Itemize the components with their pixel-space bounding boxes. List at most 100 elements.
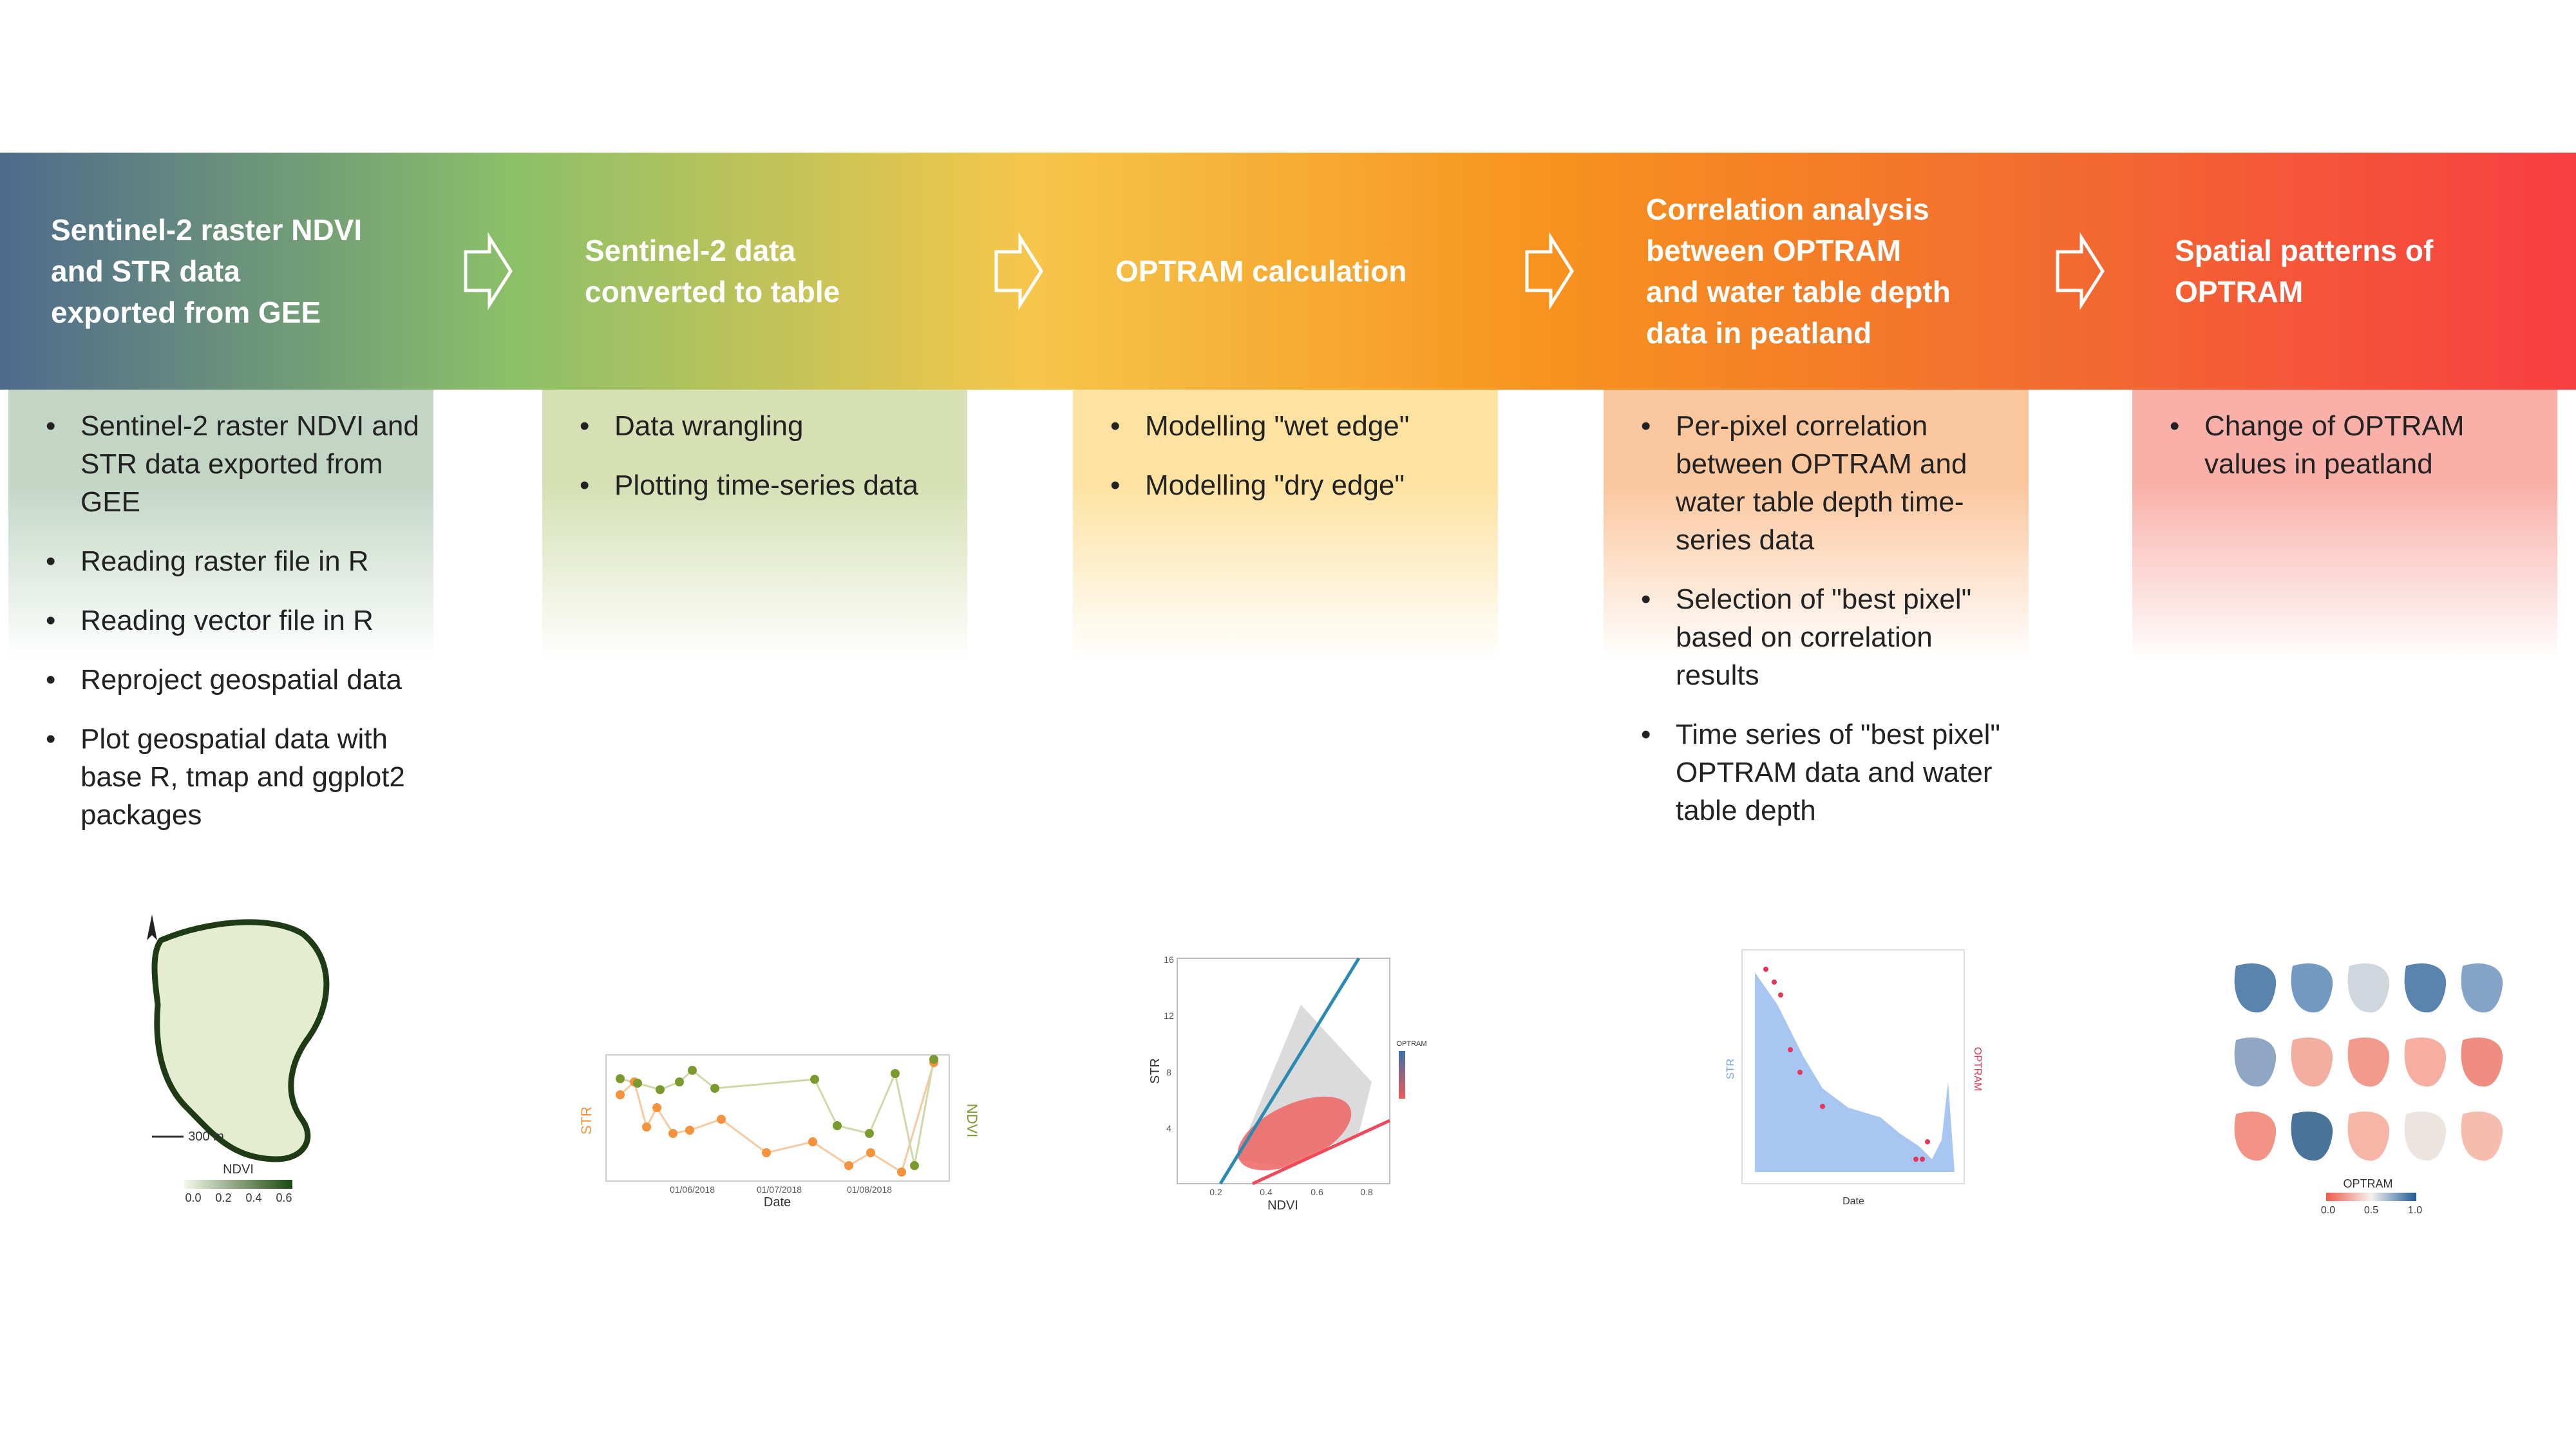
bullet-item: • Plot geospatial data with base R, tmap … [41,720,427,834]
figure-label: NDVI [1267,1198,1298,1213]
mini-map [2291,1037,2333,1087]
figure-label: 0.6 [276,1191,292,1204]
step-title: Spatial patterns of OPTRAM [2175,153,2561,390]
bullet-text: Plot geospatial data with base R, tmap a… [80,723,405,831]
figure-label: 0.5 [2364,1205,2378,1216]
title-line: Sentinel-2 data [585,234,796,267]
step-title: Sentinel-2 raster NDVI and STR data export… [51,153,437,390]
ndvi-point [910,1161,919,1170]
bullet-item: • Selection of "best pixel" based on corr… [1636,580,2022,694]
step-box [1604,390,2029,660]
bullet-text: Reproject geospatial data [80,664,402,696]
bullet-text: Modelling "wet edge" [1145,410,1410,442]
title-line: converted to table [585,275,840,308]
bullet-item: • Reading raster file in R [41,542,427,580]
str-point [897,1168,906,1177]
str-point [808,1137,817,1146]
step-arrow [2056,232,2105,310]
bullet-item: • Per-pixel correlation between OPTRAM an… [1636,407,2022,559]
figure-label: 0.2 [1209,1187,1222,1197]
str-point [616,1090,625,1099]
figure-label: 0.4 [1260,1187,1273,1197]
figure-label: NDVI [964,1104,980,1138]
mini-map [2234,1111,2277,1161]
bullet-list: • Modelling "wet edge" • Modelling "dry edg… [1105,407,1492,526]
str-point [866,1148,875,1157]
title-line: Sentinel-2 raster NDVI [51,213,363,247]
str-point [717,1115,726,1124]
mini-map [2347,963,2390,1013]
mini-map [2234,963,2277,1013]
figure-label: 1.0 [2408,1205,2422,1216]
title-line: Spatial patterns of [2175,234,2434,267]
mini-map [2404,963,2447,1013]
ndvi-point [810,1075,819,1084]
mini-map [2461,1111,2503,1161]
optram-point [1778,992,1783,998]
step-title: Correlation analysis between OPTRAM and wa… [1646,153,2032,390]
str-point [652,1103,661,1112]
bullet-list: • Per-pixel correlation between OPTRAM an… [1636,407,2022,851]
mini-map [2291,963,2333,1013]
bullet-text: Time series of "best pixel" OPTRAM data … [1676,719,2001,826]
ndvi-point [929,1055,938,1064]
bullet-item: • Plotting time-series data [574,466,961,504]
figure-label: 12 [1164,1010,1174,1021]
bullet-dot: • [46,664,56,696]
mini-map [2404,1111,2447,1161]
title-line: OPTRAM [2175,275,2304,308]
step-arrow [464,232,513,310]
figure-label: STR [1148,1058,1162,1084]
str-point [685,1126,694,1135]
bullet-text: Per-pixel correlation between OPTRAM and… [1676,410,1967,556]
bullet-item: • Change of OPTRAM values in peatland [2164,407,2551,483]
legend-bar [1399,1051,1405,1099]
str-point [762,1148,771,1157]
optram-point [1920,1157,1925,1162]
ndvi-point [633,1079,642,1088]
figure-label: 0.0 [2321,1205,2335,1216]
figure-label: OPTRAM [1396,1040,1426,1048]
bullet-dot: • [1641,410,1651,442]
bullet-item: • Modelling "dry edge" [1105,466,1492,504]
bullet-item: • Time series of "best pixel" OPTRAM data… [1636,715,2022,829]
bullet-item: • Sentinel-2 raster NDVI and STR data exp… [41,407,427,521]
ndvi-point [833,1121,842,1130]
title-line: exported from GEE [51,296,321,329]
optram-point [1925,1139,1930,1144]
mini-map [2461,963,2503,1013]
optram-point [1788,1047,1793,1052]
wtd-area [1755,972,1955,1172]
step-box [2132,390,2557,660]
step-title: Sentinel-2 data converted to table [585,153,971,390]
optram-point [1772,980,1777,985]
figure-label: 01/06/2018 [670,1184,715,1195]
bullet-dot: • [1110,469,1121,501]
wet-edge [1218,957,1361,1185]
map-outline [151,919,330,1162]
figure-label: OPTRAM [2343,1177,2392,1190]
optram-point [1913,1157,1918,1162]
bullet-dot: • [46,723,56,755]
ndvi-point [865,1129,874,1138]
title-line: and water table depth [1646,275,1951,308]
figure-label: 01/07/2018 [757,1184,802,1195]
figure-label: Date [1842,1196,1864,1207]
str-point [668,1129,677,1138]
bullet-list: • Change of OPTRAM values in peatland [2164,407,2551,504]
ndvi-point [616,1074,625,1083]
bullet-text: Reading raster file in R [80,545,369,577]
mini-map [2347,1111,2390,1161]
bullet-dot: • [1110,410,1121,442]
ndvi-point [710,1084,719,1093]
bullet-dot: • [2170,410,2180,442]
figure-label: 0.2 [215,1191,231,1204]
step-arrow [994,232,1043,310]
str-point [642,1122,651,1132]
bullet-text: Change of OPTRAM values in peatland [2204,410,2465,480]
step-title: OPTRAM calculation [1115,153,1502,390]
figure-label: OPTRAM [1972,1047,1983,1091]
title-line: and STR data [51,254,240,288]
